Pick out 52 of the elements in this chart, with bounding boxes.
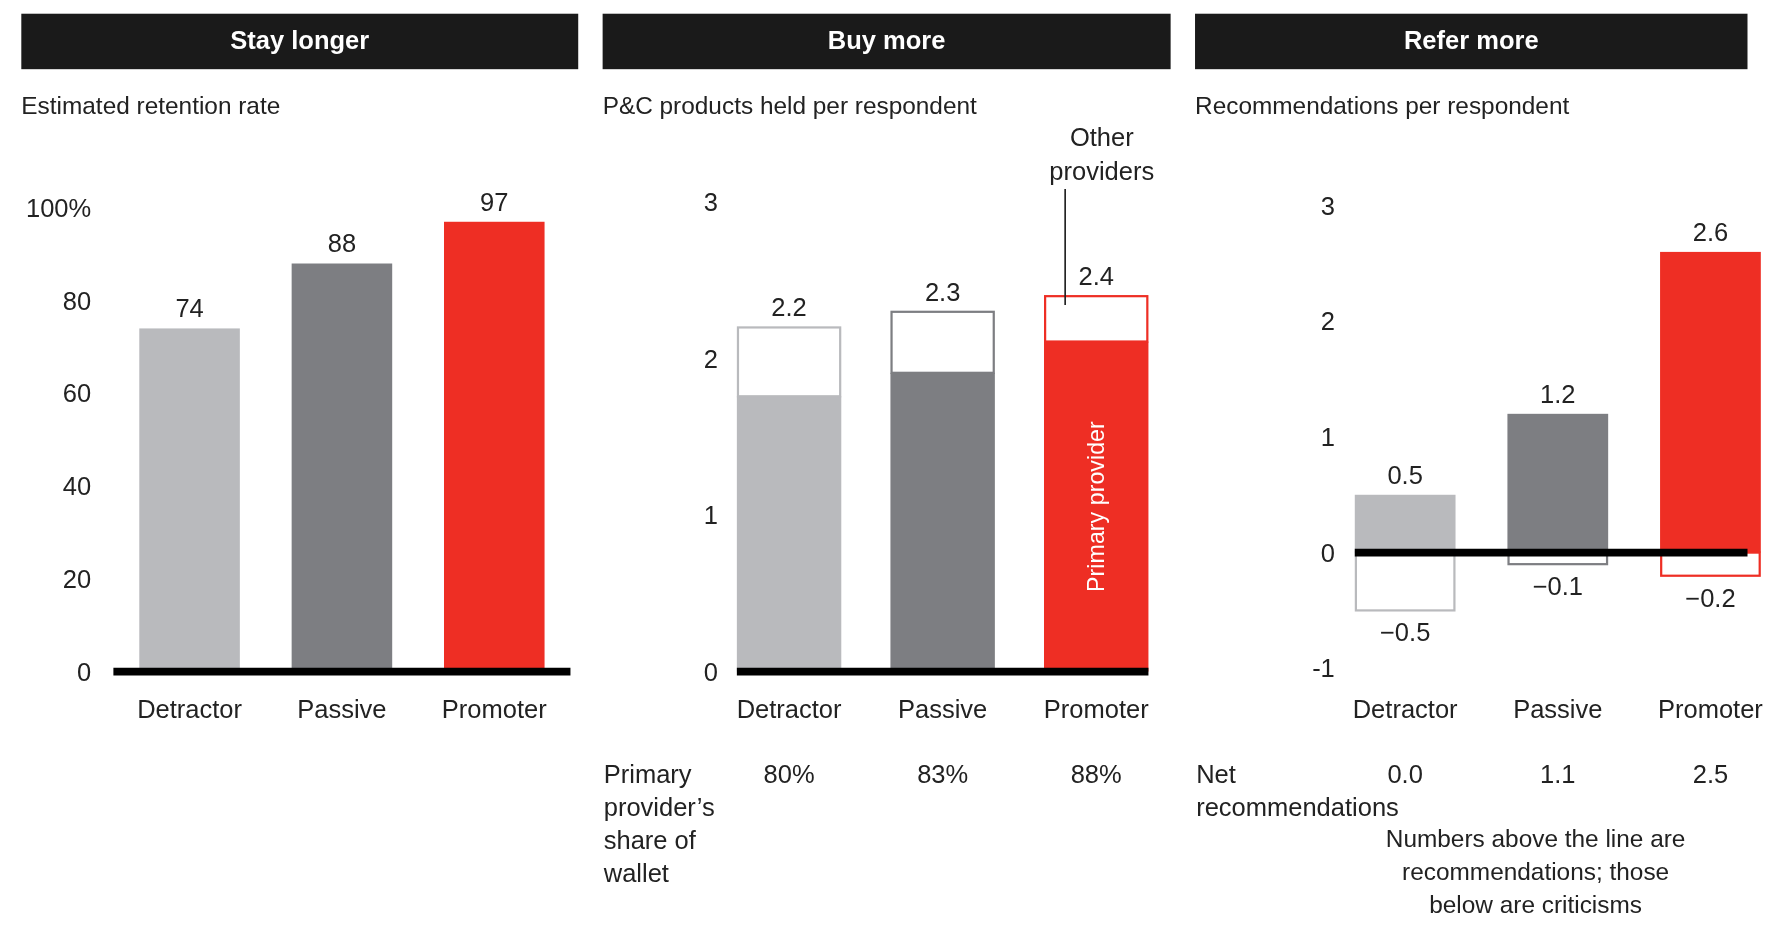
text: 2.5 <box>1692 759 1729 788</box>
y-tick-label: 2 <box>1320 307 1335 336</box>
text: 88% <box>1070 759 1122 788</box>
y-tick-label: 0 <box>703 657 718 686</box>
data-label: 88 <box>327 229 357 258</box>
y-tick-label: 100% <box>25 193 92 222</box>
total-label: 2.3 <box>924 277 961 306</box>
text: Numbers above the line are recommendations; those below are criticisms <box>1385 824 1686 919</box>
y-tick-label: 3 <box>1320 191 1335 220</box>
y-tick-label: 20 <box>62 564 92 593</box>
x-tick-label: Detractor <box>1352 695 1459 724</box>
text: Other providers <box>1049 122 1155 186</box>
data-label: −0.5 <box>1379 618 1431 647</box>
text: 0.0 <box>1387 759 1423 788</box>
chart-title: Refer more <box>1403 26 1539 55</box>
x-tick-label: Detractor <box>137 695 243 724</box>
y-tick-label: 0 <box>1320 538 1335 567</box>
data-label: 97 <box>480 187 509 216</box>
y-tick-label: 0 <box>77 657 92 686</box>
chart-subtitle: P&C products held per respondent <box>602 91 978 119</box>
text: 1.1 <box>1540 759 1576 788</box>
y-tick-label: 40 <box>62 472 92 501</box>
chart-subtitle: Estimated retention rate <box>21 91 281 119</box>
x-tick-label: Passive <box>1513 695 1603 724</box>
chart-title: Stay longer <box>230 26 370 55</box>
x-tick-label: Passive <box>297 695 387 724</box>
data-label: 2.6 <box>1692 217 1729 246</box>
text: 80% <box>763 759 815 788</box>
text: Primary provider’s share of wallet <box>602 759 715 888</box>
series-label: Primary provider <box>1083 420 1110 592</box>
data-label: −0.1 <box>1532 572 1583 601</box>
y-tick-label: -1 <box>1312 654 1335 683</box>
x-tick-label: Promoter <box>441 695 548 724</box>
chart-title: Buy more <box>827 26 946 55</box>
x-tick-label: Promoter <box>1043 695 1150 724</box>
total-label: 2.2 <box>771 293 807 322</box>
data-label: 0.5 <box>1387 460 1423 489</box>
x-tick-label: Passive <box>898 695 988 724</box>
y-tick-label: 1 <box>703 501 718 530</box>
data-label: 1.2 <box>1540 379 1576 408</box>
y-tick-label: 1 <box>1320 422 1335 451</box>
data-label: 74 <box>175 294 204 323</box>
chart-subtitle: Recommendations per respondent <box>1195 91 1570 119</box>
data-label: −0.2 <box>1685 583 1736 612</box>
y-tick-label: 3 <box>703 188 718 217</box>
y-tick-label: 60 <box>62 379 92 408</box>
x-tick-label: Promoter <box>1658 695 1764 724</box>
y-tick-label: 2 <box>703 344 718 373</box>
text: 83% <box>917 759 969 788</box>
y-tick-label: 80 <box>62 286 92 315</box>
x-tick-label: Detractor <box>736 695 843 724</box>
total-label: 2.4 <box>1078 262 1114 291</box>
